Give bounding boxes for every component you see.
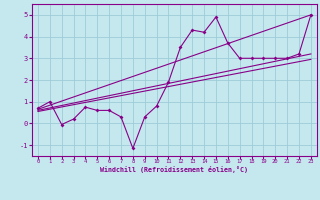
X-axis label: Windchill (Refroidissement éolien,°C): Windchill (Refroidissement éolien,°C) [100,166,248,173]
